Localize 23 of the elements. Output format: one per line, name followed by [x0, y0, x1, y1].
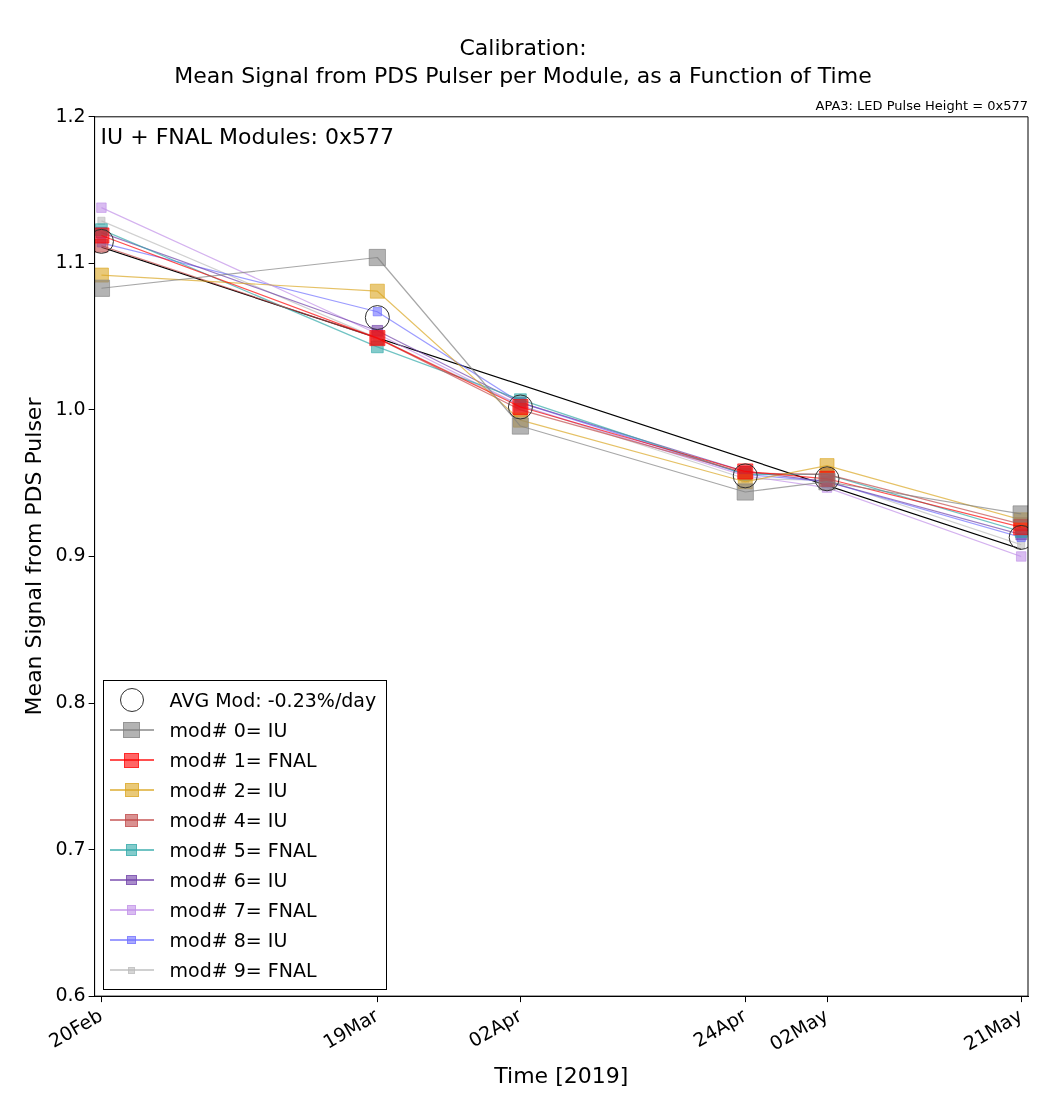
y-tick-label: 0.8: [55, 689, 86, 712]
x-axis-title: Time [2019]: [493, 1062, 629, 1088]
chart-subtitle: Mean Signal from PDS Pulser per Module, as a Function of Time: [174, 63, 872, 89]
legend-label: mod# 0= IU: [169, 719, 288, 742]
legend-label: mod# 1= FNAL: [169, 749, 317, 772]
legend-label: mod# 7= FNAL: [169, 899, 317, 922]
y-tick-label: 0.9: [55, 543, 86, 566]
text: APA3: LED Pulse Height = 0x577: [815, 97, 1028, 113]
legend-label: mod# 5= FNAL: [169, 839, 317, 862]
chart-title: Calibration:: [459, 34, 587, 60]
y-axis-title: Mean Signal from PDS Pulser: [20, 396, 46, 716]
y-tick-label: 1.1: [55, 250, 86, 273]
legend-label: mod# 8= IU: [169, 929, 288, 952]
legend-label: mod# 4= IU: [169, 809, 288, 832]
y-tick-label: 0.7: [55, 836, 86, 859]
legend-label: mod# 9= FNAL: [169, 959, 317, 982]
y-tick-label: 1.0: [55, 396, 86, 419]
legend-label: mod# 6= IU: [169, 869, 288, 892]
y-tick-label: 1.2: [55, 103, 86, 126]
y-tick-label: 0.6: [55, 983, 86, 1006]
annotation: IU + FNAL Modules: 0x577: [100, 123, 394, 149]
legend-label: mod# 2= IU: [169, 779, 288, 802]
legend-label: AVG Mod: -0.23%/day: [169, 689, 377, 712]
